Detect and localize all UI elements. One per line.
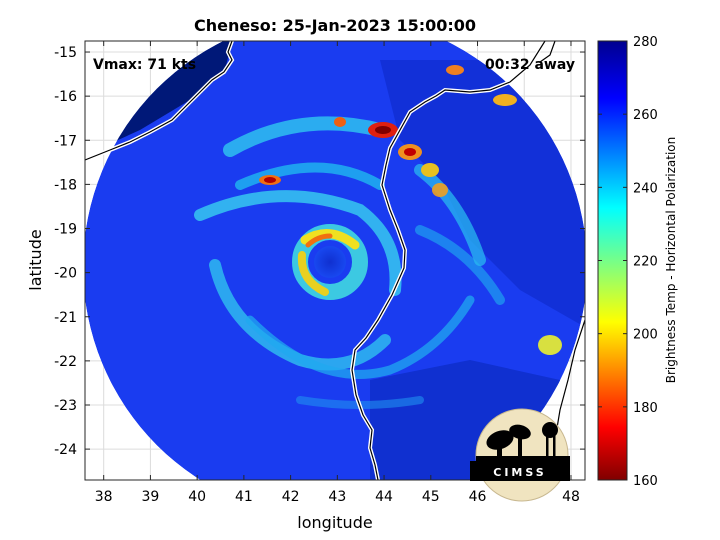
colorbar-tick-label: 280 <box>633 35 658 50</box>
x-tick-label: 44 <box>375 489 393 505</box>
map-title: Cheneso: 25-Jan-2023 15:00:00 <box>194 16 476 35</box>
y-tick-labels: -15 -16 -17 -18 -19 -20 -21 -22 -23 -24 <box>54 45 77 458</box>
x-axis-label: longitude <box>297 513 372 532</box>
colorbar-tick-label: 220 <box>633 255 658 270</box>
x-tick-label: 39 <box>142 489 160 505</box>
y-tick-label: -20 <box>54 266 77 282</box>
x-tick-label: 40 <box>188 489 206 505</box>
colorbar-label: Brightness Temp - Horizontal Polarizatio… <box>664 137 678 384</box>
colorbar <box>597 40 628 481</box>
colorbar-tick-label: 160 <box>633 474 658 489</box>
vmax-label: Vmax: 71 kts <box>93 57 196 73</box>
colorbar-tick-label: 260 <box>633 108 658 123</box>
y-tick-label: -24 <box>54 442 77 458</box>
y-tick-label: -16 <box>54 89 77 105</box>
plot-frame <box>84 40 586 481</box>
x-tick-label: 48 <box>562 489 580 505</box>
x-tick-label: 45 <box>422 489 440 505</box>
colorbar-ticks: 160 180 200 220 240 260 280 <box>598 35 658 489</box>
time-away-label: 00:32 away <box>485 57 575 73</box>
y-tick-label: -15 <box>54 45 77 61</box>
y-tick-label: -21 <box>54 310 77 326</box>
y-tick-label: -17 <box>54 133 77 149</box>
x-tick-label: 41 <box>235 489 253 505</box>
colorbar-tick-label: 200 <box>633 328 658 343</box>
x-tick-label: 42 <box>282 489 300 505</box>
colorbar-tick-label: 240 <box>633 181 658 196</box>
y-axis-label: latitude <box>26 229 45 290</box>
y-tick-label: -22 <box>54 354 77 370</box>
x-tick-label: 38 <box>95 489 113 505</box>
y-tick-label: -23 <box>54 398 77 414</box>
x-tick-label: 43 <box>328 489 346 505</box>
y-tick-label: -18 <box>54 177 77 193</box>
cimss-logo: CIMSS <box>470 408 570 502</box>
y-tick-label: -19 <box>54 222 77 238</box>
cimss-logo-text: CIMSS <box>493 466 546 479</box>
colorbar-tick-label: 180 <box>633 401 658 416</box>
microwave-swath <box>85 41 585 480</box>
x-tick-label: 46 <box>469 489 487 505</box>
